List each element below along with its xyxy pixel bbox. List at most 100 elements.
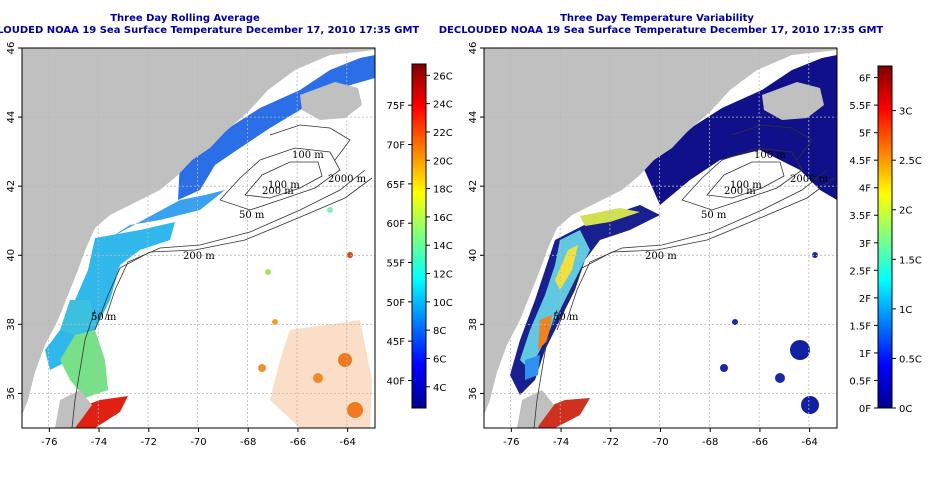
x-tick-label: -64 xyxy=(801,437,817,448)
colorbar-label-celsius: 1C xyxy=(899,305,912,316)
colorbar-label-fahrenheit: 45F xyxy=(387,337,406,348)
chart-title: Three Day Temperature Variability xyxy=(560,13,754,24)
colorbar-label-celsius: 22C xyxy=(433,128,453,139)
x-tick-label: -74 xyxy=(553,437,569,448)
y-tick-label: 46 xyxy=(468,42,479,55)
colorbar-label-fahrenheit: 55F xyxy=(387,259,406,270)
contour-label: 200 m xyxy=(645,251,677,262)
y-tick-label: 42 xyxy=(468,180,479,193)
x-tick-label: -66 xyxy=(290,437,306,448)
colorbar-label-fahrenheit: 40F xyxy=(387,376,406,387)
colorbar-label-celsius: 26C xyxy=(433,71,453,82)
colorbar-label-fahrenheit: 3F xyxy=(859,239,871,250)
colorbar-label-celsius: 6C xyxy=(433,354,446,365)
contour-label: 100 m xyxy=(754,150,786,161)
colorbar-label-celsius: 20C xyxy=(433,156,453,167)
colorbar-label-fahrenheit: 5.5F xyxy=(849,101,871,112)
colorbar-label-celsius: 2C xyxy=(899,206,912,217)
map-area: 100 m 200 m 50 m 100 m 2000 m 200 m 50 m xyxy=(22,48,375,428)
y-tick-label: 44 xyxy=(6,111,17,124)
colorbar-label-celsius: 2.5C xyxy=(899,156,922,167)
colorbar-label-celsius: 24C xyxy=(433,100,453,111)
y-tick-label: 42 xyxy=(6,180,17,193)
map-area: 100 m 200 m 50 m 100 m 2000 m 200 m 50 m xyxy=(484,48,837,428)
colorbar-ticks: 4C 6C 8C 10C 12C 14C 16C 18C 20C 22C 24C 26C 40F 45F 5… xyxy=(387,71,453,393)
chart-subtitle: DECLOUDED NOAA 19 Sea Surface Temperatur… xyxy=(439,25,884,36)
contour-label: 200 m xyxy=(262,186,294,197)
colorbar-label-fahrenheit: 1F xyxy=(859,349,871,360)
x-tick-label: -76 xyxy=(503,437,519,448)
colorbar xyxy=(877,65,893,409)
land-mass xyxy=(22,48,375,428)
colorbar-label-celsius: 14C xyxy=(433,241,453,252)
colorbar-label-fahrenheit: 0F xyxy=(859,404,871,415)
colorbar xyxy=(411,63,427,409)
y-tick-label: 40 xyxy=(6,249,17,262)
colorbar-label-fahrenheit: 4F xyxy=(859,184,871,195)
y-tick-label: 46 xyxy=(6,42,17,55)
y-tick-label: 40 xyxy=(468,249,479,262)
contour-label: 50 m xyxy=(701,210,727,221)
contour-label: 50 m xyxy=(239,210,265,221)
x-tick-label: -72 xyxy=(603,437,619,448)
colorbar-label-fahrenheit: 0.5F xyxy=(849,376,871,387)
x-tick-label: -66 xyxy=(752,437,768,448)
colorbar-label-celsius: 12C xyxy=(433,270,453,281)
x-tick-label: -76 xyxy=(41,437,57,448)
contour-label: 200 m xyxy=(183,251,215,262)
bathymetry-contours xyxy=(533,124,835,428)
colorbar-label-celsius: 1.5C xyxy=(899,255,922,266)
colorbar-label-celsius: 8C xyxy=(433,326,446,337)
y-tick-label: 36 xyxy=(6,387,17,400)
colorbar-label-fahrenheit: 4.5F xyxy=(849,156,871,167)
chart-title: Three Day Rolling Average xyxy=(110,13,260,24)
contour-label: 200 m xyxy=(724,186,756,197)
colorbar-label-celsius: 0.5C xyxy=(899,354,922,365)
x-tick-label: -68 xyxy=(702,437,718,448)
colorbar-label-fahrenheit: 2.5F xyxy=(849,266,871,277)
land-mass xyxy=(484,48,837,428)
map-axes: -76 -74 -72 -70 -68 -66 -64 36 38 40 42 44 46 xyxy=(6,42,356,448)
y-tick-label: 38 xyxy=(6,318,17,331)
contour-label: 2000 m xyxy=(328,174,367,185)
contour-label: 100 m xyxy=(268,180,300,191)
chart-subtitle: DECLOUDED NOAA 19 Sea Surface Temperatur… xyxy=(0,25,419,36)
colorbar-label-celsius: 16C xyxy=(433,213,453,224)
map-gridlines xyxy=(22,48,375,428)
x-tick-label: -72 xyxy=(141,437,157,448)
y-tick-label: 38 xyxy=(468,318,479,331)
contour-label: 50 m xyxy=(553,312,579,323)
map-gridlines xyxy=(484,48,837,428)
x-tick-label: -68 xyxy=(240,437,256,448)
colorbar-label-celsius: 10C xyxy=(433,298,453,309)
colorbar-label-fahrenheit: 50F xyxy=(387,298,406,309)
x-tick-label: -70 xyxy=(652,437,668,448)
colorbar-label-celsius: 18C xyxy=(433,185,453,196)
panel-temperature-variability: Three Day Temperature Variability DECLOU… xyxy=(439,13,922,448)
y-tick-label: 44 xyxy=(468,111,479,124)
map-axes: -76 -74 -72 -70 -68 -66 -64 36 38 40 42 44 46 xyxy=(468,42,818,448)
x-tick-label: -64 xyxy=(339,437,355,448)
colorbar-label-fahrenheit: 65F xyxy=(387,180,406,191)
colorbar-label-fahrenheit: 2F xyxy=(859,294,871,305)
y-tick-label: 36 xyxy=(468,387,479,400)
colorbar-label-celsius: 4C xyxy=(433,383,446,394)
colorbar-label-fahrenheit: 6F xyxy=(859,74,871,85)
contour-label: 100 m xyxy=(292,150,324,161)
colorbar-label-celsius: 0C xyxy=(899,404,912,415)
colorbar-label-fahrenheit: 1.5F xyxy=(849,321,871,332)
colorbar-label-fahrenheit: 60F xyxy=(387,219,406,230)
contour-label: 100 m xyxy=(730,180,762,191)
colorbar-label-fahrenheit: 75F xyxy=(387,101,406,112)
contour-label: 50 m xyxy=(91,312,117,323)
x-tick-label: -74 xyxy=(91,437,107,448)
panel-rolling-average: Three Day Rolling Average DECLOUDED NOAA… xyxy=(0,13,453,448)
colorbar-label-fahrenheit: 70F xyxy=(387,141,406,152)
colorbar-ticks: 0C 0.5C 1C 1.5C 2C 2.5C 3C 0F 0.5F 1F 1.5F 2F 2.5F 3F… xyxy=(849,74,922,415)
contour-label: 2000 m xyxy=(790,174,829,185)
colorbar-label-fahrenheit: 3.5F xyxy=(849,211,871,222)
bathymetry-contours xyxy=(71,124,373,428)
colorbar-label-celsius: 3C xyxy=(899,107,912,118)
x-tick-label: -70 xyxy=(190,437,206,448)
